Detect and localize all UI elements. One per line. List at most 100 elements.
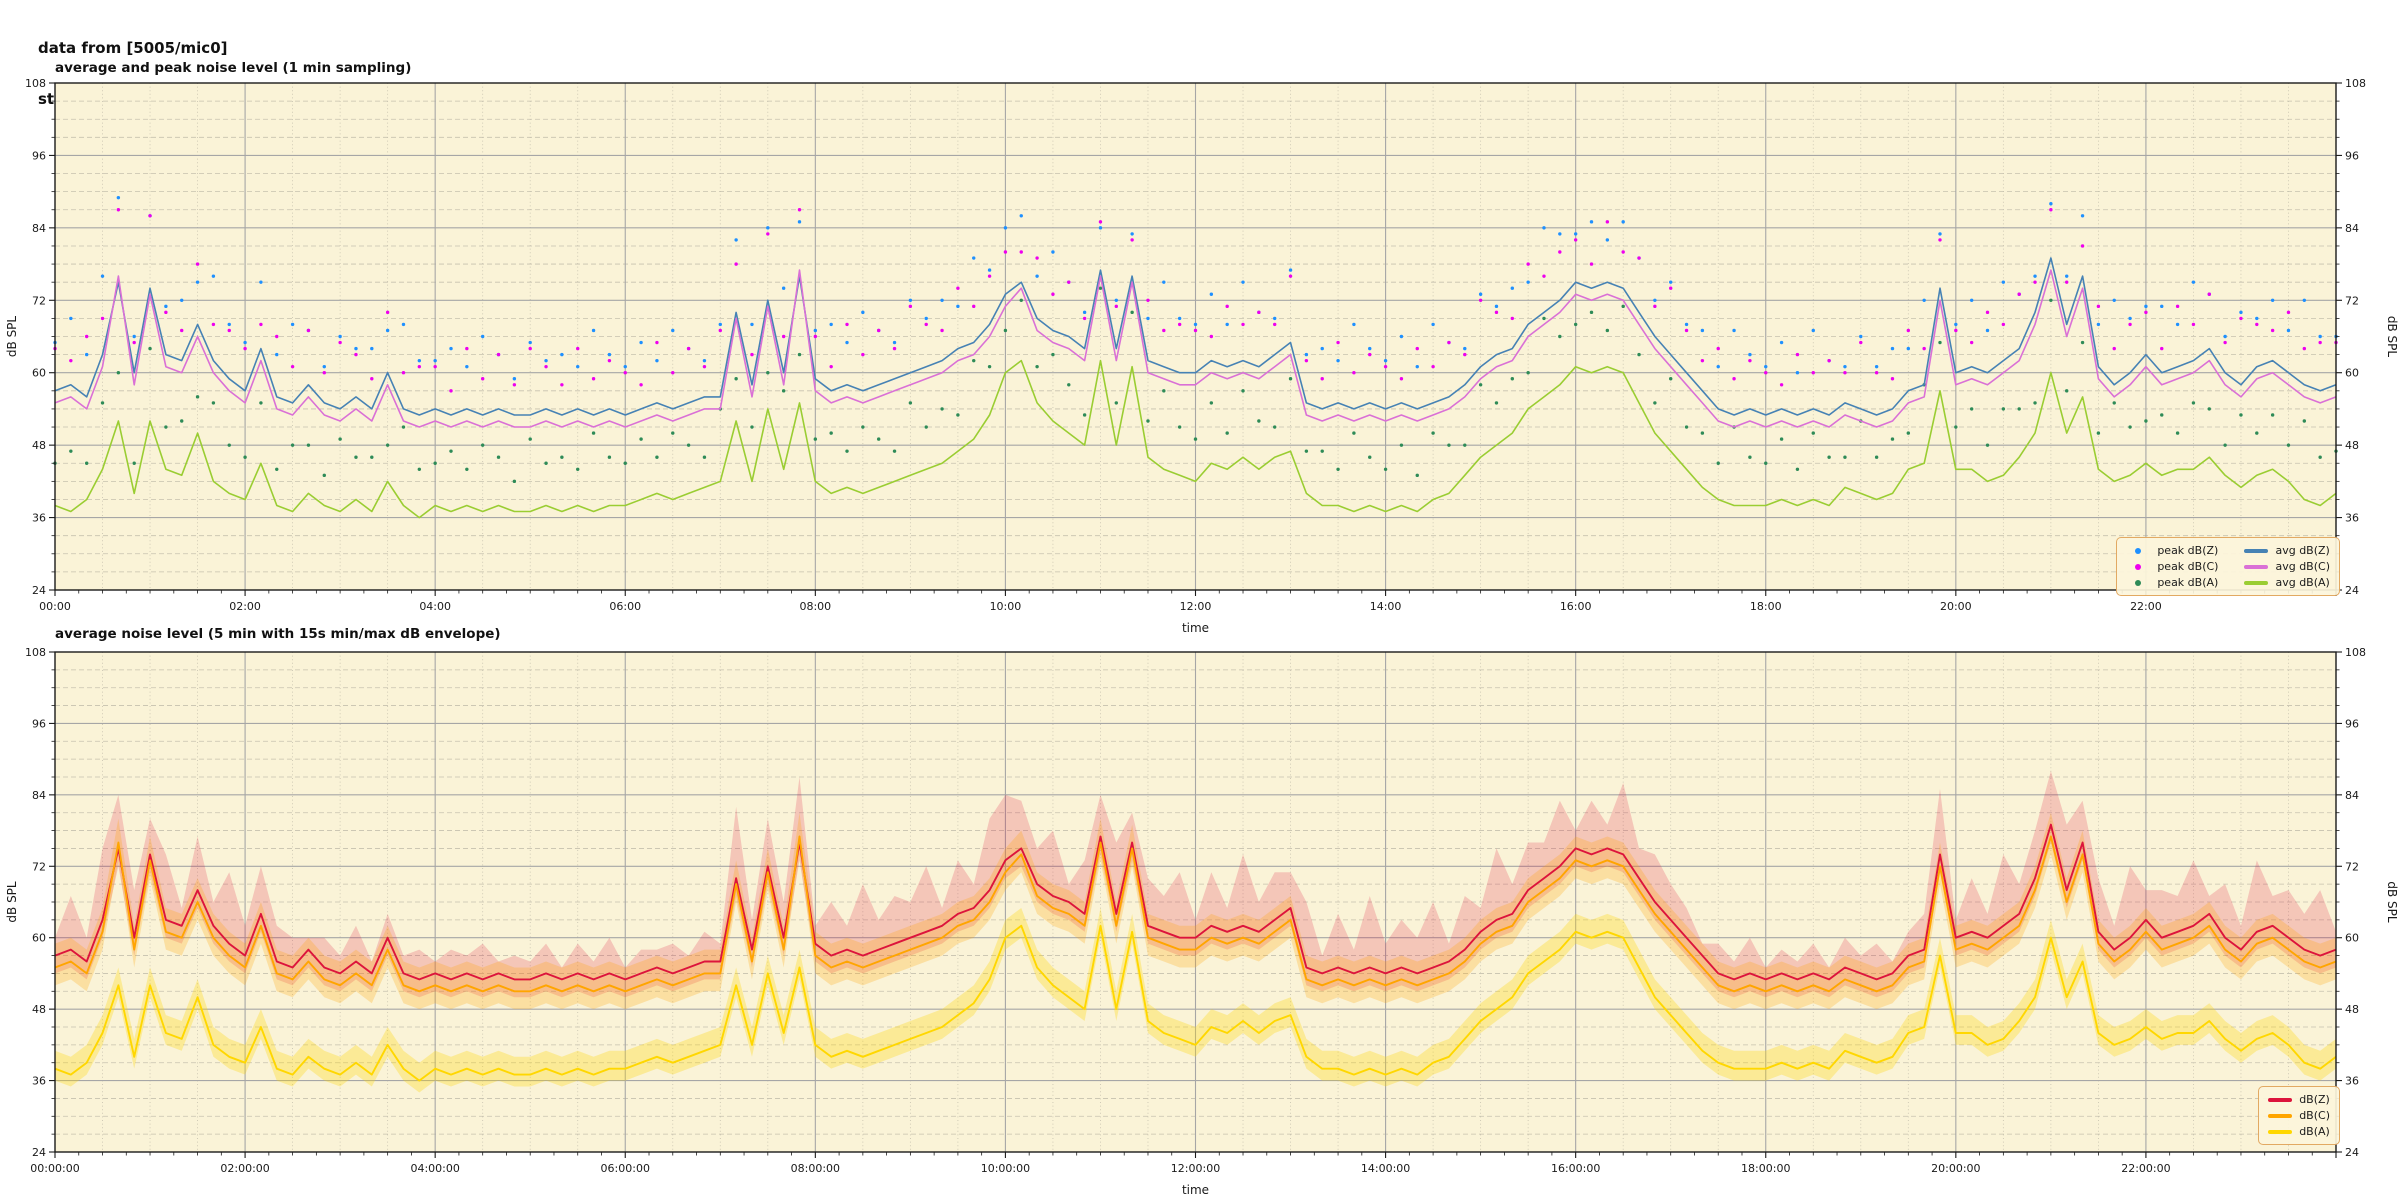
legend-item: avg dB(C) — [2244, 559, 2330, 574]
svg-text:36: 36 — [32, 512, 46, 525]
svg-text:36: 36 — [2345, 512, 2359, 525]
svg-text:72: 72 — [2345, 294, 2359, 307]
svg-text:12:00:00: 12:00:00 — [1171, 1162, 1220, 1175]
axis-ticks-and-labels: 00:00 02:00 04:00 06:00 08:00 10:00 12:00 14:00… — [5, 77, 2399, 635]
legend-label: avg dB(A) — [2275, 576, 2330, 589]
legend-label: peak dB(C) — [2157, 560, 2219, 573]
svg-text:24: 24 — [32, 584, 46, 597]
svg-text:08:00: 08:00 — [799, 600, 831, 613]
legend-swatch-line — [2268, 1097, 2293, 1102]
envelope-dB(A) — [55, 907, 2336, 1093]
svg-text:00:00:00: 00:00:00 — [30, 1162, 79, 1175]
svg-text:06:00:00: 06:00:00 — [601, 1162, 650, 1175]
svg-text:84: 84 — [32, 789, 46, 802]
legend-item: peak dB(Z) — [2126, 543, 2218, 558]
legend-swatch-dot — [2135, 579, 2142, 586]
svg-text:60: 60 — [32, 932, 46, 945]
svg-text:time: time — [1182, 621, 1209, 635]
line-dB(C) — [54, 835, 2337, 993]
svg-text:10:00:00: 10:00:00 — [981, 1162, 1030, 1175]
legend-label: dB(C) — [2299, 1109, 2330, 1122]
line-dB(A) — [54, 924, 2337, 1082]
svg-text:02:00: 02:00 — [229, 600, 261, 613]
svg-text:22:00: 22:00 — [2130, 600, 2162, 613]
svg-text:14:00: 14:00 — [1370, 600, 1402, 613]
scatter-peak dB(Z) — [53, 195, 2338, 381]
grid — [55, 652, 2336, 1152]
svg-text:84: 84 — [2345, 222, 2359, 235]
svg-text:16:00:00: 16:00:00 — [1551, 1162, 1600, 1175]
svg-text:72: 72 — [32, 860, 46, 873]
svg-text:24: 24 — [32, 1146, 46, 1159]
svg-text:dB SPL: dB SPL — [5, 881, 19, 923]
svg-text:16:00: 16:00 — [1560, 600, 1592, 613]
svg-text:108: 108 — [25, 646, 46, 659]
legend-swatch-line — [2268, 1113, 2293, 1118]
svg-text:24: 24 — [2345, 1146, 2359, 1159]
bottom-chart-legend: dB(Z) dB(C) dB(A) — [2258, 1086, 2340, 1145]
line-avg dB(C) — [54, 269, 2337, 428]
scatter-peak dB(C) — [53, 208, 2338, 393]
bottom-chart-title: average noise level (5 min with 15s min/… — [55, 626, 501, 642]
legend-label: peak dB(Z) — [2157, 544, 2219, 557]
legend-swatch-line — [2244, 564, 2269, 569]
svg-text:14:00:00: 14:00:00 — [1361, 1162, 1410, 1175]
svg-text:84: 84 — [32, 222, 46, 235]
legend-item: dB(Z) — [2268, 1092, 2330, 1107]
svg-text:48: 48 — [2345, 439, 2359, 452]
svg-text:108: 108 — [2345, 646, 2366, 659]
legend-label: avg dB(Z) — [2275, 544, 2330, 557]
svg-text:96: 96 — [32, 717, 46, 730]
line-avg dB(Z) — [54, 257, 2337, 416]
svg-text:36: 36 — [2345, 1075, 2359, 1088]
legend-item: peak dB(C) — [2126, 559, 2218, 574]
svg-text:20:00:00: 20:00:00 — [1931, 1162, 1980, 1175]
envelope-dB(C) — [55, 812, 2336, 1010]
legend-label: dB(A) — [2299, 1125, 2330, 1138]
svg-text:00:00: 00:00 — [39, 600, 71, 613]
svg-text:48: 48 — [32, 439, 46, 452]
top-chart-title: average and peak noise level (1 min samp… — [55, 60, 412, 76]
svg-text:36: 36 — [32, 1075, 46, 1088]
scatter-peak dB(A) — [53, 286, 2338, 484]
svg-text:48: 48 — [32, 1003, 46, 1016]
svg-text:96: 96 — [2345, 717, 2359, 730]
svg-text:96: 96 — [2345, 149, 2359, 162]
legend-swatch-dot — [2135, 563, 2142, 570]
legend-swatch-line — [2268, 1129, 2293, 1134]
legend-swatch-dot — [2135, 547, 2142, 554]
svg-text:time: time — [1182, 1183, 1209, 1197]
legend-item: dB(A) — [2268, 1124, 2330, 1139]
svg-text:84: 84 — [2345, 789, 2359, 802]
svg-text:dB SPL: dB SPL — [5, 316, 19, 358]
bottom-chart-canvas: 00:00:00 02:00:00 04:00:00 06:00:00 08:00:00… — [5, 646, 2399, 1197]
svg-text:06:00: 06:00 — [609, 600, 641, 613]
svg-text:22:00:00: 22:00:00 — [2121, 1162, 2170, 1175]
legend-item: avg dB(A) — [2244, 575, 2330, 590]
grid — [55, 83, 2336, 590]
legend-item: peak dB(A) — [2126, 575, 2218, 590]
legend-swatch-line — [2244, 548, 2269, 553]
svg-text:12:00: 12:00 — [1180, 600, 1212, 613]
legend-label: peak dB(A) — [2157, 576, 2219, 589]
svg-text:48: 48 — [2345, 1003, 2359, 1016]
legend-item: avg dB(Z) — [2244, 543, 2330, 558]
legend-label: avg dB(C) — [2275, 560, 2330, 573]
svg-text:60: 60 — [32, 367, 46, 380]
svg-text:108: 108 — [25, 77, 46, 90]
svg-text:20:00: 20:00 — [1940, 600, 1972, 613]
svg-text:72: 72 — [32, 294, 46, 307]
svg-text:18:00:00: 18:00:00 — [1741, 1162, 1790, 1175]
axis-ticks-and-labels: 00:00:00 02:00:00 04:00:00 06:00:00 08:00:00… — [5, 646, 2399, 1197]
legend-swatch-line — [2244, 580, 2269, 585]
svg-text:08:00:00: 08:00:00 — [791, 1162, 840, 1175]
svg-text:72: 72 — [2345, 860, 2359, 873]
top-chart-canvas: 00:00 02:00 04:00 06:00 08:00 10:00 12:00 14:00… — [5, 77, 2399, 635]
svg-text:24: 24 — [2345, 584, 2359, 597]
legend-item: dB(C) — [2268, 1108, 2330, 1123]
header-line1: data from [5005/mic0] — [38, 39, 228, 57]
envelope-dB(Z) — [55, 771, 2336, 998]
svg-text:dB SPL: dB SPL — [2385, 316, 2399, 358]
legend-label: dB(Z) — [2299, 1093, 2330, 1106]
